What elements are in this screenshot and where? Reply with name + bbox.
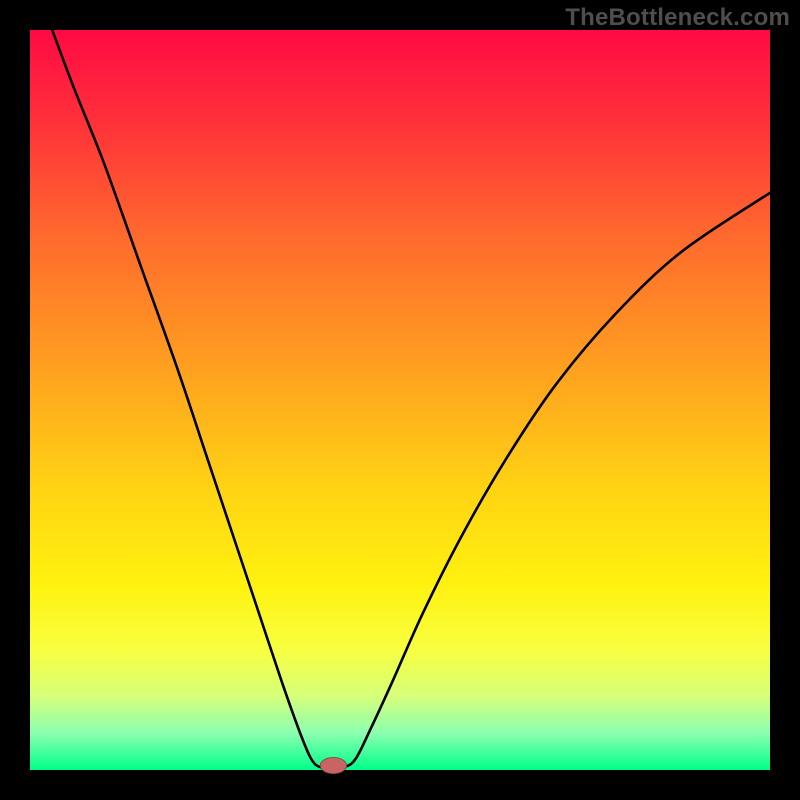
optimal-point-marker: [320, 757, 347, 773]
bottleneck-chart-svg: [0, 0, 800, 800]
plot-area: [30, 30, 770, 770]
chart-stage: TheBottleneck.com: [0, 0, 800, 800]
